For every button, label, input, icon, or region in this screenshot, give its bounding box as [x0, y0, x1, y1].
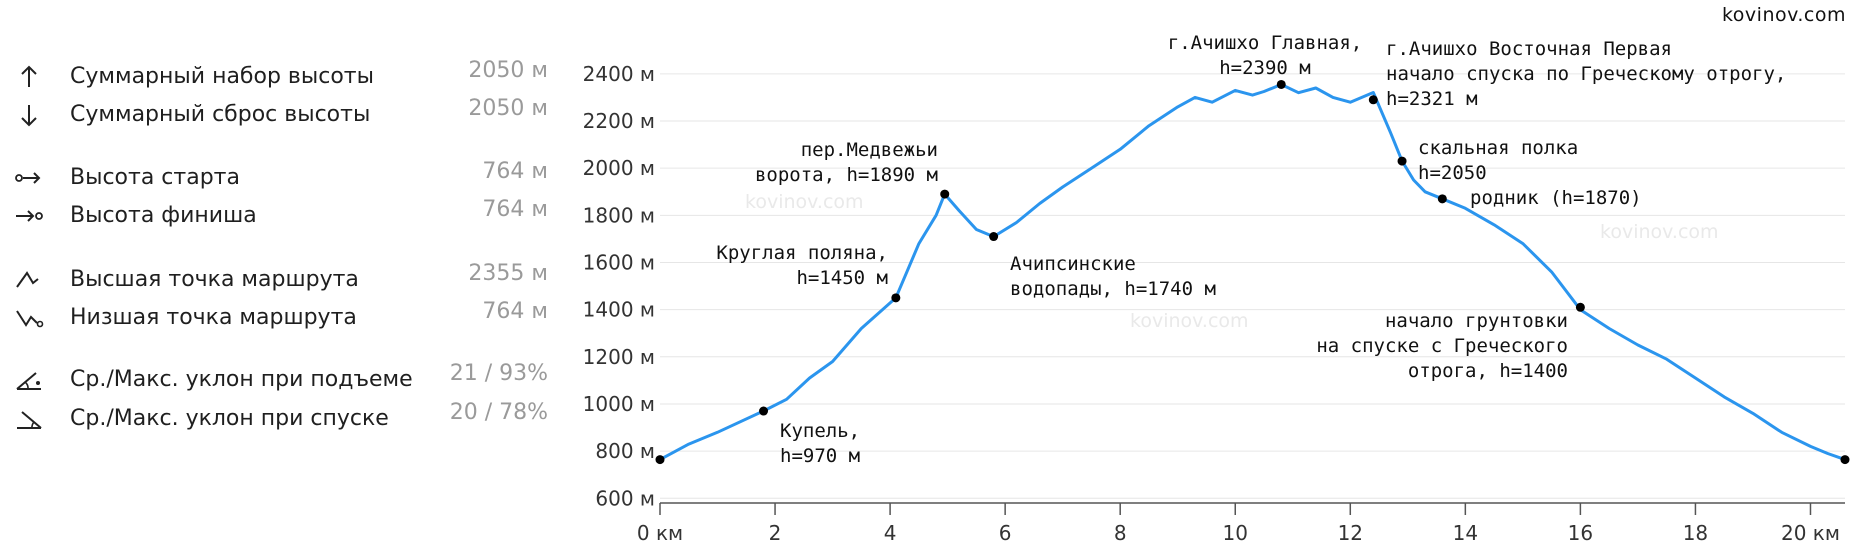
arrow-down-icon [14, 100, 44, 130]
y-tick-label: 1000 м [583, 392, 655, 416]
stat-value: 21 / 93% [449, 361, 548, 386]
stat-label: Ср./Макс. уклон при спуске [70, 406, 389, 431]
waypoint-label: отрога, h=1400 [1408, 360, 1568, 382]
waypoint-label: h=2390 м [1219, 57, 1311, 79]
waypoint-label: ворота, h=1890 м [755, 164, 938, 186]
valley-icon [14, 303, 44, 333]
stat-row: Ср./Макс. уклон при спуске 20 / 78% [0, 400, 560, 440]
x-tick-label: 14 [1453, 521, 1478, 545]
waypoint-marker [891, 293, 901, 303]
x-tick-label: 2 [769, 521, 782, 545]
peak-icon [14, 265, 44, 295]
x-tick-label: 12 [1338, 521, 1363, 545]
y-tick-label: 2000 м [583, 156, 655, 180]
y-tick-label: 2400 м [583, 62, 655, 86]
stat-label: Суммарный набор высоты [70, 64, 374, 89]
y-tick-label: 600 м [595, 486, 655, 510]
waypoint-label: г.Ачишхо Главная, [1168, 32, 1362, 54]
waypoint-label: h=1450 м [796, 267, 888, 289]
stat-value: 2050 м [468, 58, 548, 83]
waypoint-label: начало грунтовки [1385, 310, 1568, 332]
stat-row: Высота старта 764 м [0, 159, 560, 199]
stat-value: 764 м [482, 197, 548, 222]
waypoint-label: водопады, h=1740 м [1010, 278, 1216, 300]
y-tick-label: 2200 м [583, 109, 655, 133]
stat-label: Суммарный сброс высоты [70, 102, 371, 127]
y-tick-label: 1200 м [583, 345, 655, 369]
x-tick-label: 10 [1223, 521, 1248, 545]
x-tick-label: 20 км [1781, 521, 1840, 545]
waypoint-marker [1840, 455, 1850, 465]
finish-arrow-icon [14, 201, 44, 231]
stat-row: Низшая точка маршрута 764 м [0, 299, 560, 339]
stat-label: Низшая точка маршрута [70, 305, 357, 330]
stat-row: Высота финиша 764 м [0, 197, 560, 237]
y-tick-label: 800 м [595, 439, 655, 463]
waypoint-marker [655, 455, 665, 465]
stat-value: 764 м [482, 159, 548, 184]
chart-watermarks: kovinov.com kovinov.com kovinov.com [745, 191, 1719, 332]
x-tick-label: 16 [1568, 521, 1593, 545]
chart-axes: 600 м 800 м 1000 м 1200 м 1400 м 1600 м 1800 м… [583, 62, 1845, 545]
stat-label: Высшая точка маршрута [70, 267, 359, 292]
y-tick-label: 1600 м [583, 250, 655, 274]
waypoint-label: родник (h=1870) [1470, 187, 1642, 209]
descent-slope-icon [14, 404, 44, 434]
stat-value: 764 м [482, 299, 548, 324]
waypoint-marker [1276, 79, 1286, 89]
stat-label: Высота финиша [70, 203, 257, 228]
waypoint-label: Круглая поляна, [716, 242, 888, 264]
route-stats-panel: Суммарный набор высоты 2050 м Суммарный сб… [0, 0, 560, 548]
stat-value: 20 / 78% [449, 400, 548, 425]
y-tick-label: 1800 м [583, 203, 655, 227]
x-tick-label: 6 [999, 521, 1012, 545]
chart-annotations: Купель, h=970 м Круглая поляна, h=1450 м пер… [716, 32, 1786, 467]
waypoint-marker [759, 406, 769, 416]
elevation-line [658, 83, 1847, 462]
waypoint-label: h=2050 [1418, 162, 1487, 184]
x-tick-label: 8 [1114, 521, 1127, 545]
x-tick-label: 4 [884, 521, 897, 545]
stat-value: 2050 м [468, 96, 548, 121]
waypoint-label: на спуске с Греческого [1316, 335, 1568, 357]
chart-watermark: kovinov.com [745, 191, 864, 213]
waypoint-label: начало спуска по Греческому отрогу, [1386, 63, 1786, 85]
stat-label: Ср./Макс. уклон при подъеме [70, 367, 413, 392]
waypoint-marker [989, 232, 999, 242]
waypoint-label: скальная полка [1418, 137, 1578, 159]
chart-watermark: kovinov.com [1600, 221, 1719, 243]
stat-value: 2355 м [468, 261, 548, 286]
y-tick-label: 1400 м [583, 298, 655, 322]
waypoint-label: h=2321 м [1386, 88, 1478, 110]
ascent-slope-icon [14, 365, 44, 395]
waypoint-marker [1437, 194, 1447, 204]
chart-grid [660, 73, 1845, 499]
stat-row: Суммарный сброс высоты 2050 м [0, 96, 560, 136]
waypoint-marker [1368, 95, 1378, 105]
waypoint-label: г.Ачишхо Восточная Первая [1386, 38, 1672, 60]
waypoint-label: h=970 м [780, 445, 860, 467]
arrow-up-icon [14, 62, 44, 92]
chart-series [658, 83, 1847, 462]
stat-row: Суммарный набор высоты 2050 м [0, 58, 560, 98]
waypoint-label: пер.Медвежьи [801, 139, 938, 161]
waypoint-marker [1397, 156, 1407, 166]
x-tick-label: 0 км [637, 521, 683, 545]
waypoint-marker [1575, 302, 1585, 312]
waypoint-marker [940, 189, 950, 199]
stat-label: Высота старта [70, 165, 240, 190]
start-arrow-icon [14, 163, 44, 193]
chart-watermark: kovinov.com [1130, 310, 1249, 332]
site-watermark: kovinov.com [1721, 4, 1846, 26]
chart-markers [655, 79, 1850, 465]
x-tick-label: 18 [1683, 521, 1708, 545]
waypoint-label: Купель, [780, 420, 860, 442]
waypoint-label: Ачипсинские [1010, 253, 1136, 275]
stat-row: Ср./Макс. уклон при подъеме 21 / 93% [0, 361, 560, 401]
stat-row: Высшая точка маршрута 2355 м [0, 261, 560, 301]
